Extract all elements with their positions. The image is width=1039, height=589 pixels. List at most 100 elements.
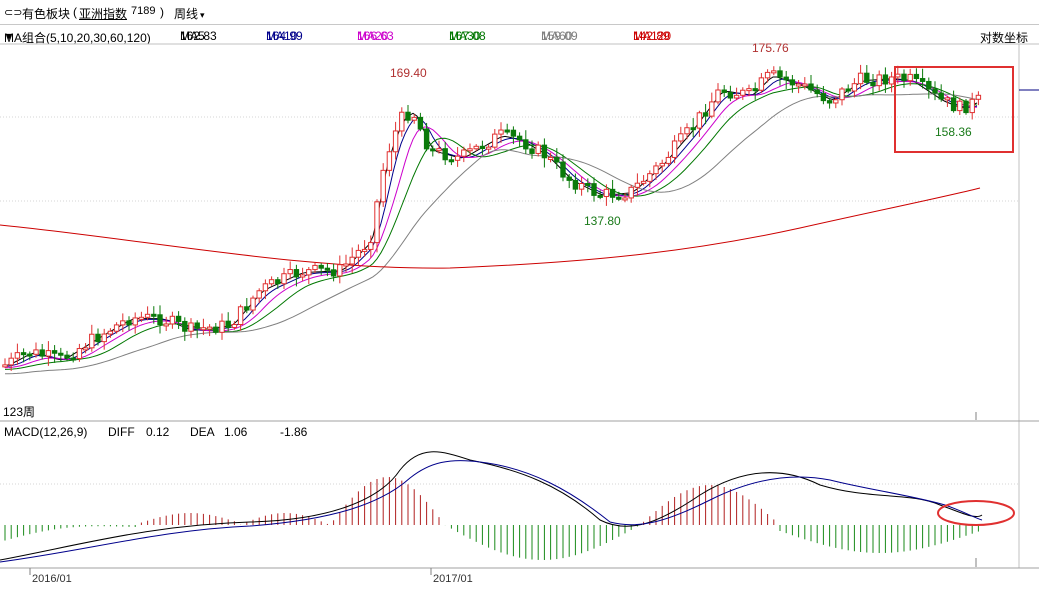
diff-line bbox=[0, 451, 983, 561]
index-code: 7189 bbox=[131, 5, 156, 17]
candle-body bbox=[312, 264, 318, 271]
candle-body bbox=[826, 100, 833, 104]
candle-body bbox=[870, 81, 876, 87]
candle-body bbox=[188, 322, 194, 332]
candle-body bbox=[343, 263, 349, 267]
sector-label: 有色板块 bbox=[22, 7, 71, 21]
ma-line bbox=[4, 93, 978, 375]
candle-body bbox=[231, 323, 238, 328]
macd-value: -1.86 bbox=[280, 425, 308, 439]
macd-label[interactable]: MACD(12,26,9) bbox=[4, 425, 88, 439]
x-axis-label-2017: 2017/01 bbox=[433, 573, 473, 585]
candle-body bbox=[926, 80, 932, 90]
candle-body bbox=[938, 92, 944, 100]
chevron-down-icon: ▾ bbox=[6, 29, 13, 43]
dea-line bbox=[0, 460, 983, 563]
annotation-bottom-left: 123周 bbox=[3, 405, 35, 419]
candle-body bbox=[597, 194, 603, 198]
candle-body bbox=[467, 148, 473, 152]
candle-body bbox=[634, 182, 641, 188]
candle-body bbox=[392, 130, 399, 153]
candle-body bbox=[417, 116, 424, 130]
candle-body bbox=[368, 242, 374, 250]
candle-body bbox=[572, 179, 579, 190]
candle-body bbox=[888, 76, 895, 85]
candle-body bbox=[355, 249, 362, 258]
chevron-down-icon: ▾ bbox=[200, 10, 205, 20]
x-axis-label-2016: 2016/01 bbox=[32, 573, 72, 585]
candle-body bbox=[324, 267, 331, 271]
candle-body bbox=[709, 101, 715, 117]
candle-body bbox=[696, 112, 703, 129]
candle-body bbox=[554, 156, 560, 163]
period-selector[interactable]: 周线 ▾ bbox=[174, 5, 205, 22]
annotation-low-mid: 137.80 bbox=[584, 214, 621, 228]
candle-body bbox=[622, 197, 628, 201]
candle-body bbox=[399, 111, 405, 132]
candle-body bbox=[901, 73, 907, 82]
candle-body bbox=[244, 306, 250, 311]
candle-body bbox=[76, 348, 83, 360]
candle-body bbox=[485, 146, 492, 150]
candle-body bbox=[120, 320, 126, 326]
candle-body bbox=[200, 327, 207, 331]
candle-body bbox=[330, 269, 337, 277]
candle-body bbox=[504, 129, 510, 133]
candle-body bbox=[882, 74, 889, 85]
candle-body bbox=[653, 165, 659, 175]
candle-body bbox=[845, 88, 851, 92]
candle-body bbox=[151, 313, 157, 317]
ma-legend-bar: MA组合(5,10,20,30,60,120) ▾ MA5 162.83 MA10… bbox=[4, 29, 1029, 45]
candle-body bbox=[913, 73, 920, 80]
candle-body bbox=[616, 196, 622, 200]
candle-body bbox=[175, 315, 182, 322]
candle-body bbox=[293, 269, 300, 278]
candle-body bbox=[963, 100, 969, 114]
candle-body bbox=[64, 354, 70, 359]
candle-body bbox=[529, 148, 535, 154]
candle-body bbox=[423, 128, 430, 150]
candle-body bbox=[169, 315, 176, 325]
candle-body bbox=[113, 324, 120, 332]
candle-body bbox=[535, 144, 541, 154]
candle-body bbox=[349, 256, 355, 265]
candle-body bbox=[144, 313, 151, 318]
candle-body bbox=[33, 349, 39, 355]
candle-body bbox=[895, 73, 901, 78]
candle-body bbox=[640, 180, 647, 184]
candle-body bbox=[777, 70, 783, 78]
candle-body bbox=[547, 156, 554, 160]
candle-body bbox=[721, 89, 727, 94]
candle-body bbox=[306, 269, 312, 276]
candle-body bbox=[919, 78, 926, 82]
candle-body bbox=[8, 357, 14, 366]
diff-value: 0.12 bbox=[146, 425, 170, 439]
candle-body bbox=[51, 350, 58, 354]
candle-body bbox=[39, 349, 45, 357]
log-coord-toggle[interactable]: 对数坐标 bbox=[980, 31, 1029, 45]
candle-body bbox=[647, 173, 653, 182]
candle-body bbox=[386, 151, 393, 171]
candle-body bbox=[337, 264, 343, 277]
candle-body bbox=[516, 135, 523, 141]
candle-body bbox=[45, 350, 52, 357]
annotation-high-2017: 169.40 bbox=[390, 66, 427, 80]
candle-body bbox=[95, 333, 101, 343]
candle-body bbox=[758, 77, 765, 91]
candle-body bbox=[163, 323, 169, 327]
candle-body bbox=[89, 333, 95, 349]
candle-body bbox=[374, 201, 380, 244]
candle-body bbox=[560, 161, 566, 178]
candle-body bbox=[678, 133, 684, 142]
index-label: 亚洲指数 bbox=[79, 7, 128, 21]
candle-body bbox=[764, 71, 771, 79]
candle-body bbox=[833, 99, 839, 104]
candle-body bbox=[783, 76, 789, 81]
candle-body bbox=[690, 127, 696, 131]
candle-body bbox=[436, 148, 442, 152]
highlight-ellipse bbox=[937, 500, 1015, 526]
link-icon[interactable]: ⊂⊃ bbox=[4, 7, 23, 19]
candle-body bbox=[132, 317, 138, 326]
candle-body bbox=[907, 73, 913, 82]
